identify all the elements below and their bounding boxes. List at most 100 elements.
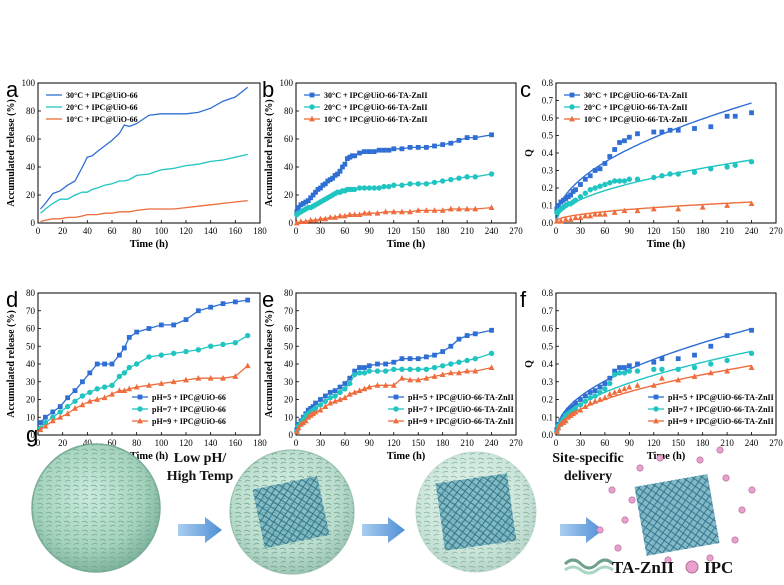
data-point	[340, 164, 345, 170]
data-point	[621, 178, 628, 184]
data-point	[310, 192, 316, 198]
data-point	[464, 174, 470, 180]
data-point	[601, 211, 608, 217]
data-point	[232, 299, 238, 305]
data-point	[562, 216, 569, 222]
data-point	[43, 414, 48, 420]
process-arrow-1	[178, 517, 222, 543]
data-point	[146, 326, 152, 331]
data-point	[38, 420, 43, 425]
data-point	[572, 214, 579, 221]
data-point	[342, 381, 348, 386]
data-point	[86, 398, 93, 404]
y-tick-label: 0.0	[542, 430, 554, 440]
data-point	[553, 428, 560, 434]
plot-frame	[295, 82, 517, 224]
data-point	[399, 182, 405, 188]
data-point	[183, 317, 189, 323]
data-point	[565, 414, 572, 420]
data-point	[616, 387, 623, 394]
legend-label: 30°C + IPC@UiO-66	[66, 91, 138, 100]
data-point	[617, 140, 622, 145]
data-point	[563, 196, 569, 201]
legend-shell-icon	[563, 558, 615, 575]
data-point	[607, 180, 613, 186]
data-point	[332, 398, 339, 404]
y-tick-label: 0.2	[542, 395, 553, 405]
data-point	[220, 375, 226, 381]
data-point	[352, 368, 358, 374]
data-point	[101, 384, 108, 390]
data-point	[456, 369, 462, 376]
x-tick-label: 60	[108, 226, 118, 236]
y-tick-label: 0.1	[542, 412, 553, 422]
x-tick-label: 90	[625, 226, 635, 236]
data-point	[322, 215, 329, 222]
x-tick-label: 120	[387, 226, 401, 236]
data-point	[612, 147, 618, 152]
data-point	[577, 406, 584, 413]
data-point	[582, 403, 589, 409]
data-point	[121, 387, 128, 394]
data-point	[659, 375, 665, 381]
series-line	[40, 199, 248, 223]
data-point	[724, 113, 730, 119]
data-point	[346, 211, 353, 217]
data-point	[562, 417, 569, 424]
ipc-particle	[722, 474, 730, 482]
data-point	[158, 322, 164, 328]
data-point	[322, 403, 329, 409]
y-axis-label: Accumulated release (%)	[264, 99, 275, 207]
data-point	[399, 356, 405, 362]
data-point	[309, 115, 315, 122]
data-point	[602, 161, 608, 166]
data-point	[407, 366, 413, 373]
legend: pH=5 + IPC@UiO-66-TA-ZnII pH=7 + IPC@UiO-…	[648, 393, 774, 426]
data-point	[651, 366, 657, 373]
data-point	[171, 322, 177, 328]
data-point	[651, 359, 657, 365]
data-point	[383, 361, 389, 367]
data-point	[456, 336, 462, 342]
data-point	[137, 394, 143, 400]
data-point	[362, 149, 367, 154]
legend-label: 10°C + IPC@UiO-66-TA-ZnII	[324, 115, 428, 124]
data-point	[569, 104, 575, 110]
data-point	[245, 297, 251, 303]
series-blue	[554, 102, 754, 222]
data-point	[347, 154, 353, 160]
data-point	[374, 382, 381, 388]
data-point	[37, 426, 44, 433]
series-cyan	[294, 171, 495, 218]
data-point	[431, 364, 438, 371]
data-point	[587, 390, 593, 395]
legend-ipc-label: IPC	[704, 558, 734, 577]
plot-frame	[37, 292, 261, 436]
data-point	[732, 162, 738, 168]
panel-letter-d: d	[6, 287, 18, 312]
y-tick-label: 0.5	[542, 341, 554, 351]
data-point	[327, 395, 333, 401]
x-tick-label: 270	[509, 226, 523, 236]
x-tick-label: 90	[365, 438, 375, 448]
data-point	[572, 197, 579, 203]
data-point	[572, 405, 579, 412]
data-point	[565, 407, 571, 413]
release-scheme: g Low pH/	[0, 422, 784, 580]
data-point	[117, 352, 122, 358]
data-point	[137, 406, 143, 412]
data-point	[297, 218, 304, 224]
data-point	[488, 204, 495, 210]
data-point	[691, 169, 698, 175]
data-point	[327, 177, 333, 182]
data-point	[371, 149, 377, 154]
y-tick-label: 0.7	[542, 96, 554, 106]
x-tick-label: 80	[132, 226, 142, 236]
chart-panel-e: e 0 30 60 90 120 150 180 210 240 270 0 10 20 30 40 50 60 7…	[262, 287, 523, 462]
data-point	[341, 394, 348, 401]
x-tick-label: 150	[411, 226, 425, 236]
data-point	[94, 396, 101, 402]
data-point	[464, 367, 471, 374]
data-point	[570, 189, 576, 194]
x-tick-label: 270	[509, 438, 523, 448]
